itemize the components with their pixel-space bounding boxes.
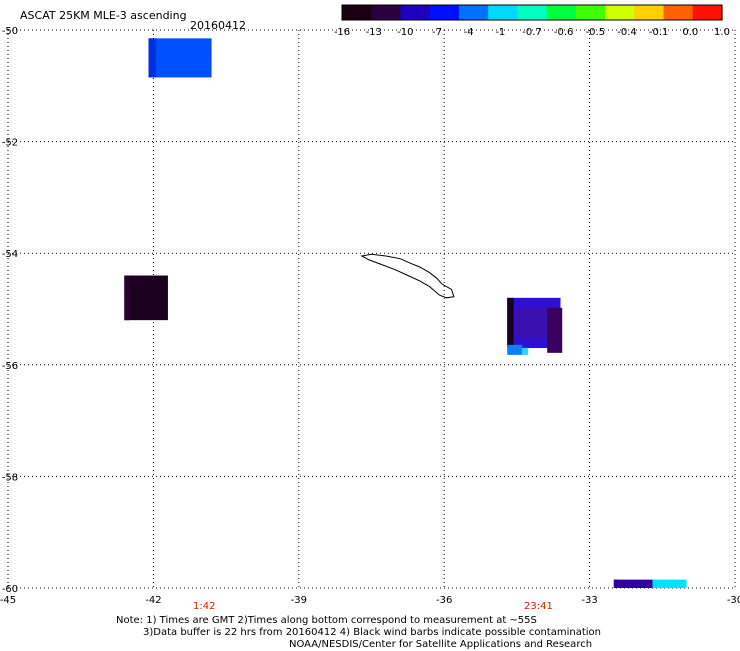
latitude-tick-label: -58 bbox=[2, 472, 18, 483]
swath-cell-edge bbox=[613, 579, 619, 588]
latitude-tick-label: -52 bbox=[2, 138, 18, 149]
colorbar-frame bbox=[341, 4, 723, 21]
swath-cell bbox=[522, 347, 529, 355]
orbit-time-last: 23:41 bbox=[524, 601, 553, 612]
colorbar-tick-label: 0.0 bbox=[682, 27, 698, 38]
colorbar-segment bbox=[488, 5, 518, 20]
map-date: 20160412 bbox=[190, 19, 246, 32]
orbit-time-first: 1:42 bbox=[193, 601, 216, 612]
colorbar-segment bbox=[517, 5, 548, 20]
swath-cell bbox=[613, 579, 653, 588]
colorbar-tick-label: -7 bbox=[432, 27, 442, 38]
map-title: ASCAT 25KM MLE-3 ascending bbox=[20, 9, 187, 22]
latitude-tick-label: -50 bbox=[2, 26, 18, 37]
map-plot: -45 -42 -39 -36 -33 -30 -50 -52 -54 -56 -58 -60 bbox=[0, 26, 740, 606]
colorbar-tick-label: 1.0 bbox=[714, 27, 730, 38]
note-line-3: NOAA/NESDIS/Center for Satellite Applica… bbox=[289, 639, 593, 650]
colorbar-segment bbox=[692, 5, 723, 20]
swath-cell bbox=[515, 307, 548, 338]
colorbar-segment bbox=[371, 5, 402, 20]
colorbar-segment bbox=[546, 5, 577, 20]
note-line-2: 3)Data buffer is 22 hrs from 20160412 4)… bbox=[143, 627, 601, 638]
colorbar-segment bbox=[429, 5, 460, 20]
colorbar-tick-label: -1 bbox=[495, 27, 505, 38]
longitude-tick-label: -33 bbox=[581, 595, 597, 606]
colorbar: -16 -13 -10 -7 -4 -1 -0.7 -0.6 -0.5 -0.4 -0.1 0.0 1.… bbox=[334, 4, 730, 38]
swath-cell bbox=[652, 579, 687, 588]
colorbar-segment bbox=[458, 5, 489, 20]
longitude-tick-label: -36 bbox=[436, 595, 452, 606]
colorbar-segment bbox=[575, 5, 606, 20]
latitude-tick-label: -54 bbox=[2, 249, 18, 260]
swath-cell bbox=[547, 307, 563, 353]
swath-cell bbox=[148, 38, 212, 78]
swath-cell bbox=[124, 275, 168, 321]
swath-cell bbox=[507, 344, 523, 355]
colorbar-tick-label: -13 bbox=[365, 27, 381, 38]
colorbar-segment bbox=[400, 5, 431, 20]
swath-cell-edge bbox=[652, 579, 657, 588]
colorbar-tick-label: -0.5 bbox=[586, 27, 606, 38]
colorbar-tick-label: -10 bbox=[397, 27, 413, 38]
colorbar-segment bbox=[634, 5, 665, 20]
colorbar-segment bbox=[663, 5, 694, 20]
longitude-tick-label: -30 bbox=[727, 595, 740, 606]
colorbar-tick-label: -16 bbox=[334, 27, 350, 38]
swath-cell-edge bbox=[148, 38, 157, 78]
colorbar-tick-label: -0.6 bbox=[554, 27, 574, 38]
longitude-tick-label: -42 bbox=[145, 595, 161, 606]
colorbar-segment bbox=[342, 5, 372, 20]
colorbar-tick-label: -0.7 bbox=[522, 27, 542, 38]
colorbar-tick-label: -0.1 bbox=[649, 27, 669, 38]
south-georgia-coastline bbox=[360, 253, 455, 299]
longitude-tick-label: -39 bbox=[291, 595, 307, 606]
swath-cell-edge bbox=[507, 297, 514, 349]
latitude-tick-label: -56 bbox=[2, 361, 18, 372]
colorbar-tick-label: -4 bbox=[464, 27, 474, 38]
longitude-tick-label: -45 bbox=[0, 595, 16, 606]
note-line-1: Note: 1) Times are GMT 2)Times along bot… bbox=[116, 615, 537, 626]
colorbar-tick-label: -0.4 bbox=[617, 27, 637, 38]
latitude-tick-label: -60 bbox=[2, 584, 18, 595]
swath-cell-edge bbox=[124, 275, 130, 321]
colorbar-segment bbox=[605, 5, 635, 20]
